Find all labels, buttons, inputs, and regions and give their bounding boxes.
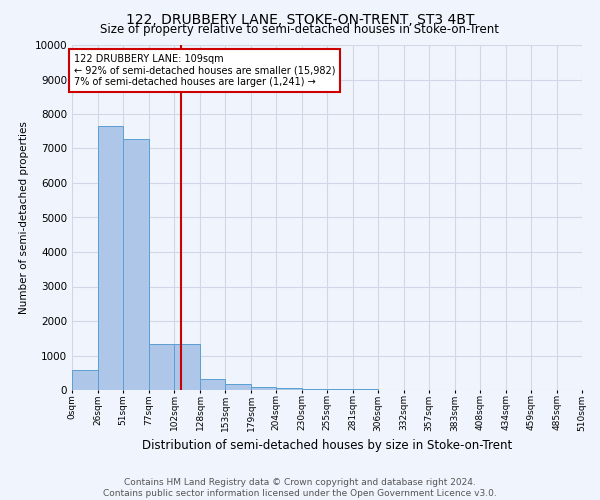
Bar — [302, 388, 327, 390]
Y-axis label: Number of semi-detached properties: Number of semi-detached properties — [19, 121, 29, 314]
Text: Size of property relative to semi-detached houses in Stoke-on-Trent: Size of property relative to semi-detach… — [101, 22, 499, 36]
Bar — [225, 384, 251, 390]
Bar — [174, 344, 200, 390]
X-axis label: Distribution of semi-detached houses by size in Stoke-on-Trent: Distribution of semi-detached houses by … — [142, 439, 512, 452]
Text: Contains HM Land Registry data © Crown copyright and database right 2024.
Contai: Contains HM Land Registry data © Crown c… — [103, 478, 497, 498]
Bar — [149, 344, 174, 390]
Bar — [276, 388, 302, 390]
Bar — [98, 126, 123, 390]
Bar — [251, 386, 276, 390]
Text: 122, DRUBBERY LANE, STOKE-ON-TRENT, ST3 4BT: 122, DRUBBERY LANE, STOKE-ON-TRENT, ST3 … — [126, 12, 474, 26]
Bar — [123, 139, 149, 390]
Text: 122 DRUBBERY LANE: 109sqm
← 92% of semi-detached houses are smaller (15,982)
7% : 122 DRUBBERY LANE: 109sqm ← 92% of semi-… — [74, 54, 335, 87]
Bar — [72, 370, 98, 390]
Bar — [200, 380, 225, 390]
Bar — [327, 389, 353, 390]
